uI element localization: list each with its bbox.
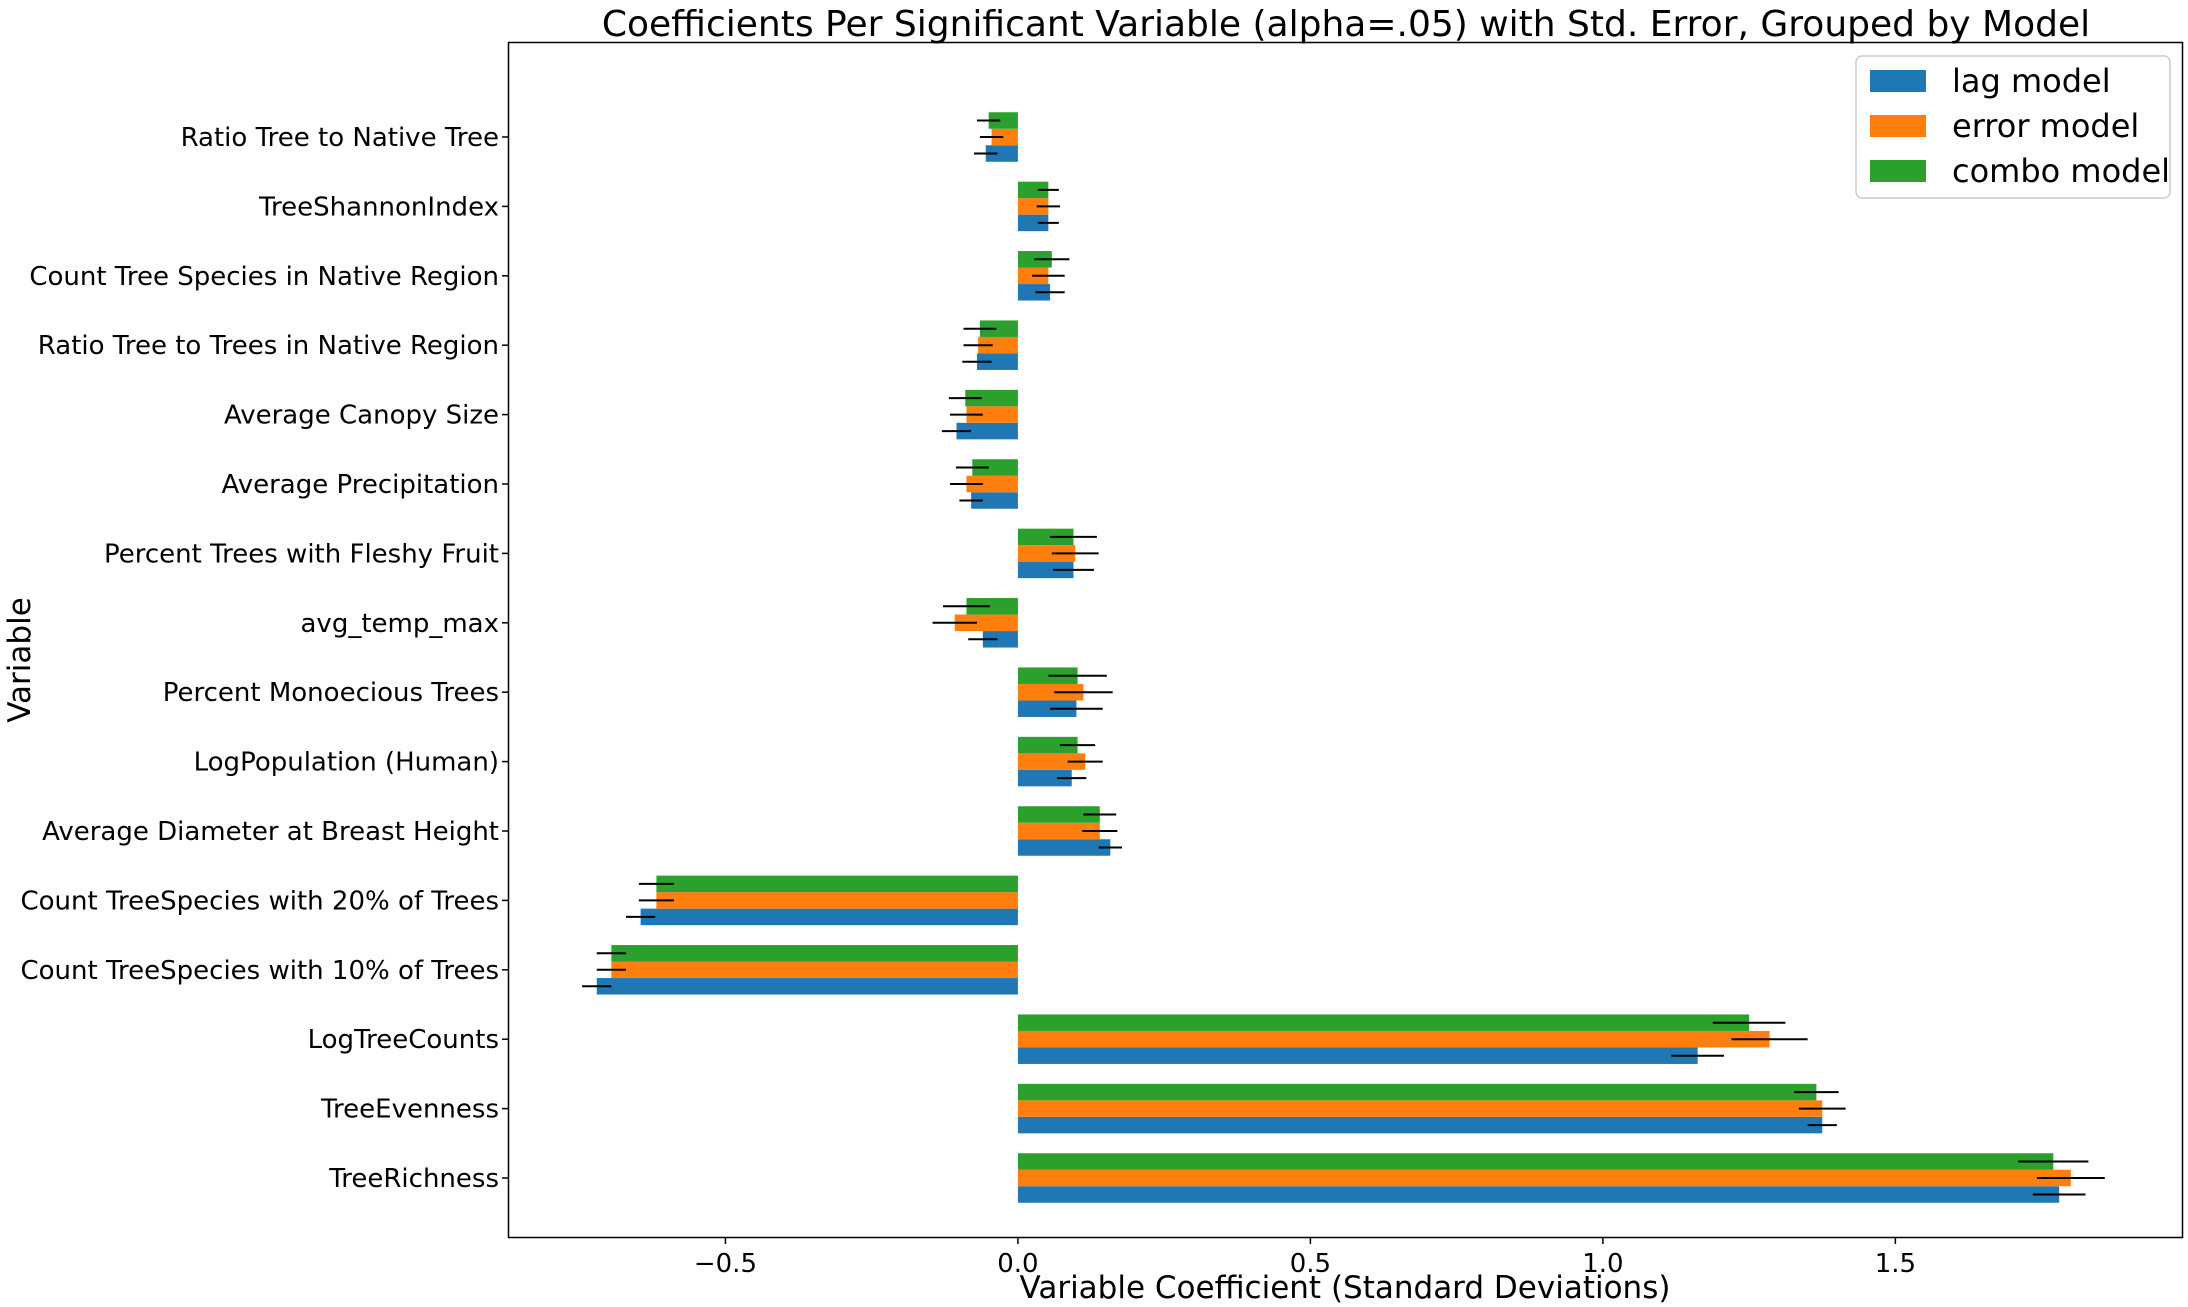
y-tick-label: avg_temp_max [301,609,500,639]
y-tick-label: Average Precipitation [221,470,499,500]
x-axis: −0.5 0.0 0.5 1.0 1.5 [694,1237,1916,1279]
bar-combo-model [1017,528,1074,546]
bar-error-model [656,892,1018,909]
legend-label: error model [1952,107,2139,145]
bar-error-model [966,406,1018,423]
y-tick-label: Average Diameter at Breast Height [42,817,499,847]
error-bars-layer [582,119,2105,1196]
legend: lag model error model combo model [1855,55,2171,199]
y-tick-label: Ratio Tree to Native Tree [181,123,499,153]
y-axis: Ratio Tree to Native Tree TreeShannonInde… [21,123,509,1194]
bar-error-model [978,336,1018,354]
x-tick-label: −0.5 [694,1249,757,1279]
y-tick-label: Count Tree Species in Native Region [29,262,499,292]
bar-error-model [1017,545,1076,562]
bar-lag-model [956,422,1018,440]
bar-lag-model [1017,1186,2060,1203]
bar-combo-model [611,945,1018,962]
plot-frame [507,41,2184,1239]
bar-error-model [611,961,1018,979]
y-axis-title: Variable [2,597,38,723]
bar-error-model [966,475,1018,493]
bar-combo-model [1017,1083,1817,1101]
y-tick-label: Ratio Tree to Trees in Native Region [38,331,499,361]
bar-combo-model [972,459,1018,476]
legend-swatch [1870,160,1926,182]
y-tick-label: TreeShannonIndex [258,192,499,222]
y-tick-label: TreeEvenness [320,1095,499,1125]
bar-lag-model [971,492,1018,509]
bar-combo-model [966,598,1018,615]
bar-error-model [991,128,1018,146]
bar-error-model [1017,822,1100,840]
bar-error-model [1017,753,1086,770]
y-tick-label: Percent Trees with Fleshy Fruit [104,539,499,569]
bar-error-model [1017,198,1049,215]
bar-combo-model [1017,1153,2054,1170]
bar-combo-model [965,389,1018,407]
bar-combo-model [1017,1014,1750,1031]
bar-combo-model [1017,181,1049,199]
bar-combo-model [1017,736,1078,754]
chart-title: Coefficients Per Significant Variable (a… [602,4,2090,45]
bar-error-model [1017,683,1084,701]
legend-swatch [1870,70,1926,92]
bar-combo-model [1017,806,1100,823]
x-tick-label: 0.5 [1290,1249,1331,1279]
bars-layer [596,112,2071,1203]
bar-lag-model [596,978,1018,995]
bar-lag-model [1017,1047,1698,1064]
bar-error-model [954,614,1018,632]
legend-label: combo model [1952,152,2170,190]
bar-lag-model [985,145,1018,162]
bar-lag-model [1017,284,1051,301]
bar-combo-model [1017,667,1078,684]
bar-combo-model [979,320,1018,337]
bar-combo-model [656,875,1018,893]
legend-label: lag model [1952,62,2111,100]
x-tick-label: 1.5 [1875,1249,1916,1279]
bar-lag-model [1017,1116,1823,1134]
x-tick-label: 1.0 [1582,1249,1623,1279]
bar-combo-model [988,112,1018,129]
bar-lag-model [976,353,1018,370]
bar-error-model [1017,1100,1823,1117]
y-tick-label: Average Canopy Size [224,401,499,431]
x-axis-title: Variable Coefficient (Standard Deviation… [1020,1270,1671,1306]
bar-lag-model [640,908,1018,926]
x-tick-label: 0.0 [997,1249,1038,1279]
y-tick-label: TreeRichness [328,1164,499,1194]
bar-lag-model [1017,769,1072,787]
bar-lag-model [982,631,1018,648]
y-tick-label: LogPopulation (Human) [194,748,499,778]
bar-lag-model [1017,561,1074,579]
y-tick-label: LogTreeCounts [308,1025,499,1055]
y-tick-label: Count TreeSpecies with 20% of Trees [21,886,500,916]
bar-error-model [1017,1030,1770,1048]
bar-error-model [1017,1169,2071,1187]
y-tick-label: Count TreeSpecies with 10% of Trees [21,956,500,986]
legend-swatch [1870,115,1926,137]
bar-lag-model [1017,839,1111,856]
legend-box [1855,55,2171,199]
y-tick-label: Percent Monoecious Trees [163,678,499,708]
bar-lag-model [1017,214,1049,232]
bar-lag-model [1017,700,1077,717]
